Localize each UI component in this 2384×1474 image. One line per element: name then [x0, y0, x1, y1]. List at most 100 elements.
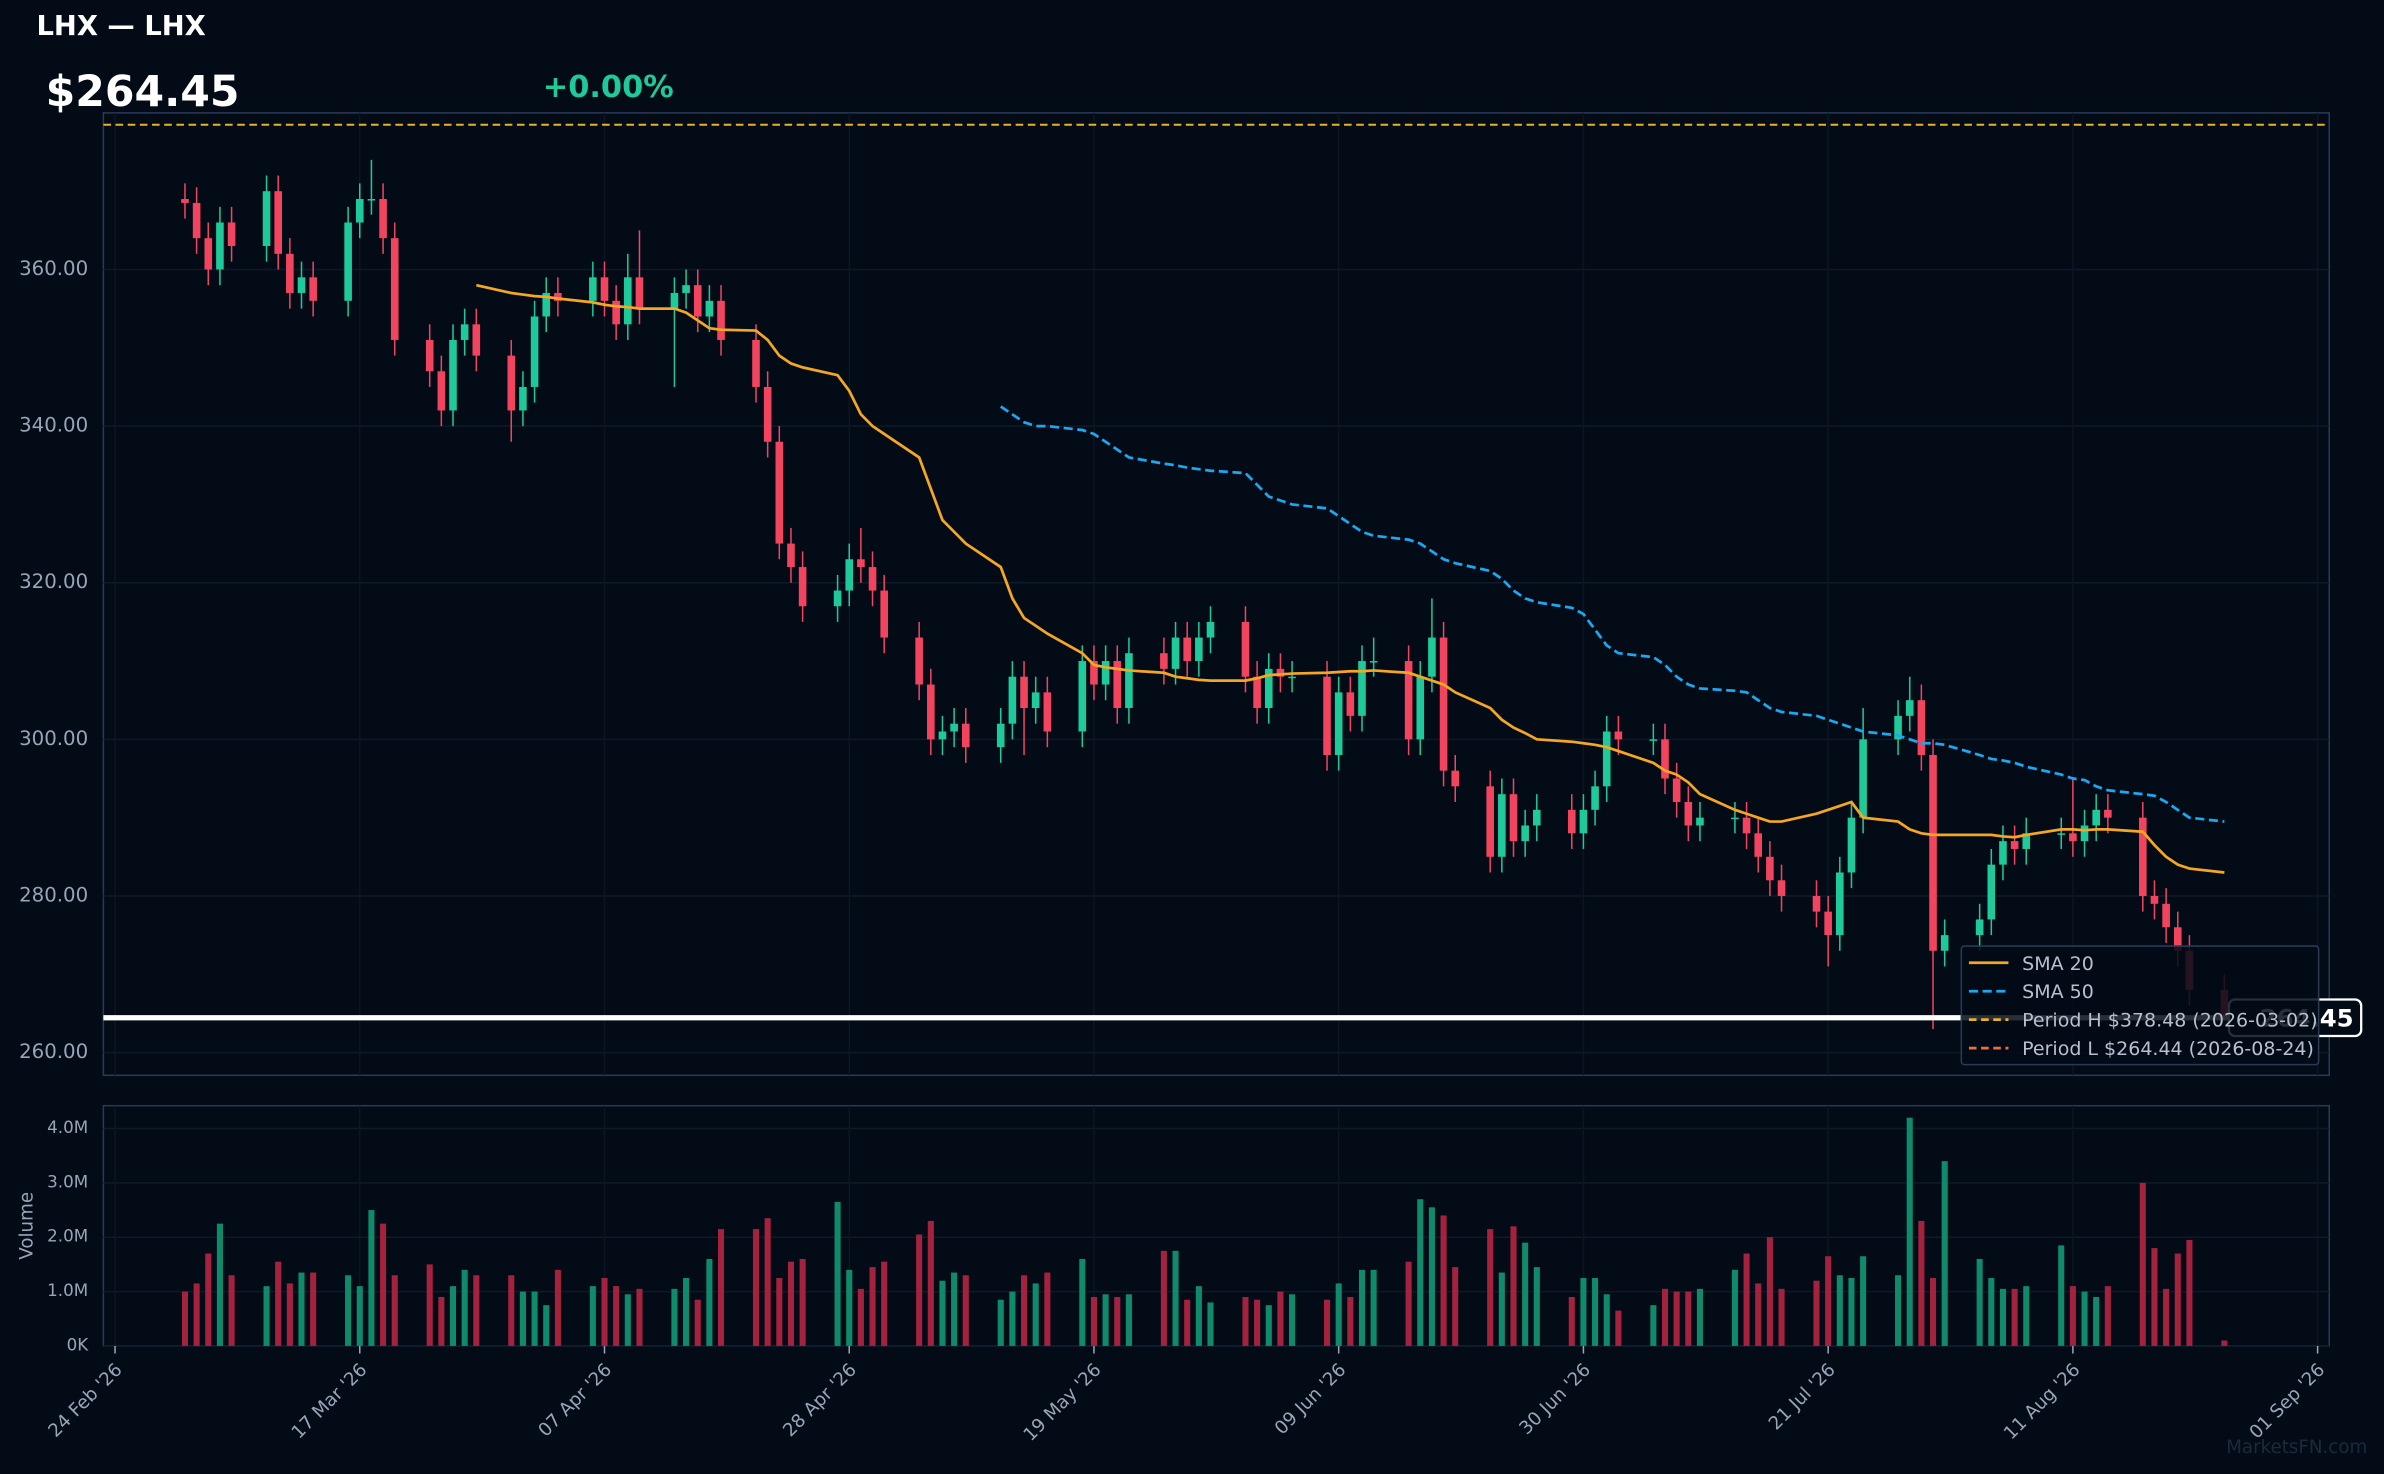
candle-body: [355, 199, 364, 223]
volume-bar: [997, 1299, 1004, 1346]
candle-body: [1602, 731, 1611, 787]
candle-body: [1999, 841, 2007, 865]
candle-body: [1824, 911, 1832, 936]
candle-body: [192, 202, 201, 239]
candle-body: [880, 590, 888, 638]
candle-body: [1358, 661, 1366, 716]
volume-bar: [1673, 1291, 1680, 1346]
volume-bar: [1184, 1299, 1191, 1346]
volume-bar: [1778, 1288, 1785, 1346]
y-tick-label: 300.00: [19, 727, 88, 750]
volume-bar: [2221, 1340, 2228, 1346]
volume-bar: [1743, 1253, 1750, 1346]
candle-body: [1486, 786, 1494, 857]
volume-bar: [1428, 1207, 1435, 1346]
candle-body: [1975, 919, 1984, 936]
candle-body: [2104, 809, 2112, 818]
candle-body: [1171, 637, 1180, 669]
volume-bar: [1044, 1272, 1051, 1346]
candle-body: [927, 684, 935, 740]
volume-bar: [2186, 1239, 2193, 1346]
candle-body: [950, 723, 958, 732]
candle-body: [1731, 817, 1739, 820]
volume-bar: [951, 1272, 958, 1346]
price-text: $264.45: [46, 67, 240, 117]
candle-body: [1078, 661, 1087, 732]
candle-body: [961, 723, 970, 748]
volume-bar: [1685, 1291, 1692, 1346]
volume-bar: [2139, 1182, 2146, 1346]
candle-body: [2150, 895, 2159, 904]
candle-body: [1253, 676, 1261, 709]
candle-body: [1579, 809, 1588, 834]
candle-body: [670, 292, 679, 309]
candle-body: [449, 339, 457, 411]
candle-body: [1847, 817, 1856, 873]
volume-bar: [717, 1229, 725, 1346]
volume-bar: [1580, 1277, 1587, 1346]
candle-body: [181, 199, 189, 203]
volume-bar: [1650, 1305, 1657, 1346]
volume-bar: [508, 1275, 515, 1346]
y-tick-label: 320.00: [19, 570, 88, 593]
candle-body: [682, 285, 690, 293]
volume-bar: [1661, 1288, 1669, 1346]
candle-body: [1160, 653, 1168, 669]
candle-body: [519, 386, 527, 411]
candle-body: [1684, 801, 1693, 826]
candle-body: [262, 191, 271, 246]
candle-body: [1894, 715, 1902, 740]
candle-body: [1498, 794, 1506, 857]
volume-bar: [2104, 1286, 2111, 1346]
volume-bar: [1440, 1215, 1447, 1346]
candle-body: [1521, 825, 1529, 842]
change-text: +0.00%: [543, 70, 674, 105]
candle-body: [390, 238, 399, 340]
volume-panel: [102, 1104, 2331, 1347]
volume-bar: [939, 1280, 946, 1346]
volume-bar: [1009, 1291, 1016, 1346]
volume-bar: [916, 1234, 923, 1346]
volume-bar: [193, 1283, 200, 1346]
volume-bar: [1568, 1297, 1575, 1346]
volume-bar: [857, 1288, 864, 1346]
candle-body: [2010, 841, 2019, 849]
volume-bar: [2011, 1288, 2018, 1346]
legend-label: SMA 50: [2022, 981, 2094, 1003]
candle-body: [693, 285, 702, 317]
candle-body: [752, 339, 760, 387]
legend-label: Period L $264.44 (2026-08-24): [2022, 1038, 2314, 1060]
candle-body: [1929, 755, 1937, 951]
volume-bar: [1172, 1250, 1179, 1346]
candle-body: [297, 277, 306, 293]
volume-bar: [1090, 1297, 1098, 1346]
candle-body: [216, 222, 224, 270]
volume-bar: [1895, 1275, 1902, 1346]
candle-body: [1439, 637, 1448, 771]
volume-tick-label: 4.0M: [47, 1117, 88, 1137]
candle-body: [460, 324, 469, 340]
volume-bar: [1766, 1237, 1773, 1346]
legend-label: SMA 20: [2022, 953, 2094, 975]
candle-body: [1836, 872, 1844, 936]
volume-bar: [601, 1277, 608, 1346]
candle-body: [1404, 661, 1413, 740]
candle-body: [2139, 817, 2147, 896]
candle-body: [437, 371, 446, 411]
candle-body: [624, 277, 632, 325]
volume-bar: [1254, 1299, 1261, 1346]
volume-bar: [624, 1294, 631, 1346]
volume-bar: [1125, 1294, 1132, 1346]
volume-bar: [228, 1275, 235, 1346]
volume-bar: [1522, 1242, 1529, 1346]
volume-bar: [461, 1269, 468, 1346]
candle-body: [309, 277, 317, 301]
candle-body: [227, 222, 236, 246]
volume-bar: [216, 1223, 223, 1346]
candle-body: [1777, 880, 1786, 896]
candle-body: [2092, 809, 2100, 826]
candle-body: [1043, 692, 1052, 732]
candle-body: [274, 191, 282, 254]
volume-bar: [1498, 1272, 1505, 1346]
